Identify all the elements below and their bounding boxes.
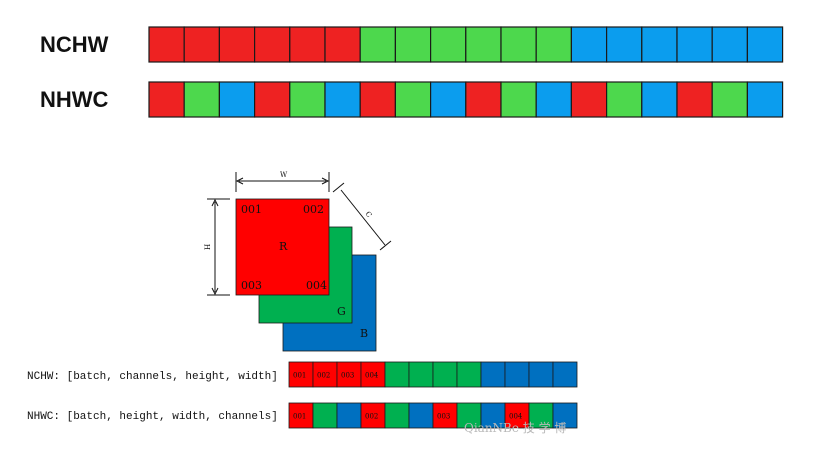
nchw-shape-label: NCHW: [batch, channels, height, width] [27, 371, 278, 383]
nhwc-cell [535, 81, 573, 118]
nchw-small-cell [480, 361, 506, 388]
nhwc-cell [324, 81, 361, 118]
nchw-small-cell [432, 361, 458, 388]
width-dimension [235, 172, 330, 192]
nhwc-cell [359, 81, 397, 118]
nchw-cell [359, 26, 397, 63]
nhwc-small-cell [312, 402, 338, 429]
nhwc-cell [218, 81, 256, 118]
nchw-small-cell [336, 361, 362, 388]
nhwc-small-cell-row: 001 002 003 004 [288, 402, 578, 429]
nchw-title: NCHW [40, 32, 109, 57]
nchw-small-cell-row: 001 002 003 004 [288, 361, 578, 388]
nchw-cell [394, 26, 432, 63]
nhwc-small-cell [504, 402, 530, 429]
nchw-cell [641, 26, 678, 63]
nhwc-cell [500, 81, 537, 118]
nchw-cell [430, 26, 467, 63]
nhwc-small-cell [456, 402, 482, 429]
tensor-illustration: R G B 001 002 003 004 W H [204, 171, 392, 352]
nchw-small-cell [384, 361, 410, 388]
nchw-cell [465, 26, 502, 63]
height-dimension [207, 198, 230, 296]
nhwc-small-cell [408, 402, 434, 429]
nhwc-cell-row [148, 81, 784, 118]
nhwc-cell [289, 81, 326, 118]
nhwc-small-cell-number: 001 [293, 413, 306, 421]
nhwc-cell [746, 81, 784, 118]
nchw-small-cell [312, 361, 338, 388]
corner-label-004: 004 [306, 279, 327, 292]
nchw-small-cell-number: 001 [293, 372, 306, 380]
height-label: H [204, 244, 212, 250]
nhwc-title: NHWC [40, 87, 109, 112]
corner-label-003: 003 [241, 279, 262, 292]
channel-dimension [332, 182, 392, 251]
nchw-small-cell [408, 361, 434, 388]
nchw-cell [218, 26, 256, 63]
nhwc-small-cell [432, 402, 458, 429]
nhwc-cell [570, 81, 608, 118]
nhwc-cell [394, 81, 432, 118]
nchw-cell [535, 26, 573, 63]
nchw-small-cell-number: 003 [341, 372, 354, 380]
nhwc-small-cell [552, 402, 578, 429]
nchw-cell [605, 26, 643, 63]
nhwc-cell [605, 81, 643, 118]
corner-label-001: 001 [241, 203, 262, 216]
nchw-small-cell-number: 002 [317, 372, 330, 380]
nchw-small-cell-number: 004 [365, 372, 379, 380]
nhwc-small-cell-number: 004 [509, 413, 523, 421]
channel-label-b: B [360, 327, 368, 340]
nchw-cell [746, 26, 784, 63]
watermark: QianNBe 技 学 博 [464, 420, 566, 435]
channel-label-g: G [337, 305, 346, 318]
channel-plane-r [235, 198, 330, 296]
nchw-cell [289, 26, 326, 63]
nchw-small-cell [528, 361, 554, 388]
nchw-small-cell [360, 361, 386, 388]
nchw-cell [183, 26, 220, 63]
nhwc-cell [465, 81, 502, 118]
nhwc-small-cell [528, 402, 554, 429]
nhwc-small-cell-number: 002 [365, 413, 378, 421]
nchw-cell [570, 26, 608, 63]
corner-label-002: 002 [303, 203, 324, 216]
nhwc-cell [641, 81, 678, 118]
nchw-small-cell [456, 361, 482, 388]
nhwc-cell [711, 81, 749, 118]
nhwc-small-cell [480, 402, 506, 429]
nhwc-cell [676, 81, 713, 118]
width-label: W [280, 171, 288, 179]
nhwc-cell [148, 81, 185, 118]
nchw-cell [711, 26, 749, 63]
nchw-cell [500, 26, 537, 63]
nchw-small-cell [504, 361, 530, 388]
nchw-small-cell [288, 361, 314, 388]
channel-label-r: R [279, 240, 288, 253]
nchw-cell [676, 26, 713, 63]
nhwc-shape-label: NHWC: [batch, height, width, channels] [27, 411, 278, 423]
nchw-cell [324, 26, 361, 63]
nchw-small-cell [552, 361, 578, 388]
nhwc-cell [183, 81, 220, 118]
nhwc-cell [430, 81, 467, 118]
nchw-cell [148, 26, 185, 63]
nchw-cell [254, 26, 291, 63]
nhwc-small-cell [336, 402, 362, 429]
nhwc-small-cell [384, 402, 410, 429]
nhwc-cell [254, 81, 291, 118]
channel-dim-label: C [364, 210, 374, 219]
nchw-cell-row [148, 26, 784, 63]
nhwc-small-cell-number: 003 [437, 413, 450, 421]
